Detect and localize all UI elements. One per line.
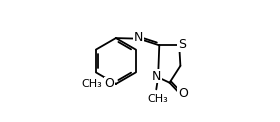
Text: O: O bbox=[178, 87, 188, 100]
Text: CH₃: CH₃ bbox=[147, 94, 168, 104]
Text: N: N bbox=[151, 70, 161, 83]
Text: N: N bbox=[134, 31, 143, 44]
Text: O: O bbox=[104, 77, 114, 90]
Text: CH₃: CH₃ bbox=[82, 79, 102, 89]
Text: S: S bbox=[178, 38, 186, 51]
